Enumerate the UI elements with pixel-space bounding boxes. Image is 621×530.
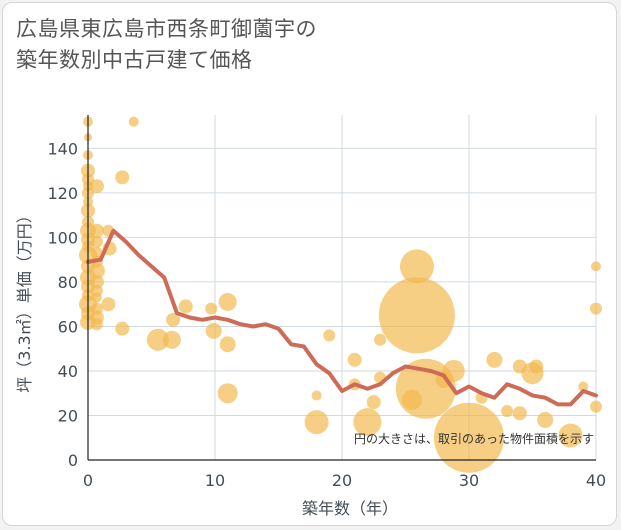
bubble-point (146, 328, 169, 351)
bubble-point (529, 359, 544, 374)
bubble-point (219, 336, 236, 353)
bubble-point (353, 408, 382, 437)
bubble-point (591, 261, 601, 272)
bubble-point (205, 322, 222, 339)
bubble-point (501, 405, 514, 418)
bubble-point (89, 274, 104, 289)
bubble-point (347, 352, 362, 367)
average-price-line (86, 228, 598, 407)
bubble-point (558, 423, 583, 448)
bubble-point (590, 302, 602, 315)
y-tick-label: 0 (68, 451, 78, 470)
bubble-point (399, 249, 434, 284)
bubble-point (162, 330, 181, 349)
average-line-layer (86, 228, 598, 407)
x-tick-label: 30 (459, 471, 479, 490)
bubble-point (90, 235, 103, 248)
bubble-point (537, 411, 554, 428)
bubble-point (128, 116, 139, 127)
axes (87, 115, 596, 461)
x-axis-title: 築年数（年） (302, 499, 398, 518)
bubble-point (378, 277, 455, 354)
y-tick-label: 60 (58, 317, 78, 336)
tick-labels: 0 10 20 30 40 0 20 40 60 80 100 120 140 (47, 139, 606, 490)
title-line-1: 広島県東広島市西条町御薗宇の (16, 17, 317, 41)
y-tick-label: 80 (58, 273, 78, 292)
y-tick-label: 20 (58, 406, 78, 425)
y-tick-label: 140 (47, 139, 78, 158)
bubble-point (91, 292, 102, 303)
chart-card (2, 2, 617, 526)
bubble-point (217, 383, 238, 404)
bubble-point (304, 410, 329, 435)
bubble-point (205, 302, 218, 315)
bubble-point (311, 390, 322, 401)
bubble-point (115, 321, 130, 336)
y-tick-label: 100 (47, 228, 78, 247)
y-tick-label: 40 (58, 362, 78, 381)
bubble-point (578, 381, 589, 392)
bubble-point (401, 389, 422, 410)
bubble-point (486, 351, 503, 368)
bubble-point (101, 297, 116, 312)
bubble-point (512, 406, 527, 421)
y-axis-title: 坪（3.3㎡）単価（万円） (15, 207, 34, 392)
bubble-point (434, 402, 504, 473)
x-tick-label: 0 (83, 471, 93, 490)
title-line-2: 築年数別中古戸建て価格 (16, 48, 253, 72)
bubble-point (90, 318, 103, 331)
bubble-layer (79, 116, 602, 473)
bubble-point (89, 223, 104, 238)
bubble-point (218, 292, 237, 311)
bubble-point (89, 179, 104, 194)
x-tick-label: 40 (586, 471, 606, 490)
bubble-point (323, 329, 336, 342)
bubble-size-note: 円の大きさは、取引のあった物件面積を示す (354, 431, 594, 446)
bubble-point (590, 400, 602, 413)
bubble-point (88, 262, 105, 279)
bubble-point (178, 299, 193, 314)
x-tick-label: 10 (205, 471, 225, 490)
bubble-point (366, 395, 381, 410)
bubble-point (90, 247, 103, 259)
x-tick-label: 20 (332, 471, 352, 490)
bubble-point (374, 333, 387, 346)
bubble-point (115, 170, 130, 185)
y-tick-label: 120 (47, 184, 78, 203)
chart-title: 広島県東広島市西条町御薗宇の 築年数別中古戸建て価格 (16, 14, 576, 76)
bubble-point (166, 312, 181, 327)
